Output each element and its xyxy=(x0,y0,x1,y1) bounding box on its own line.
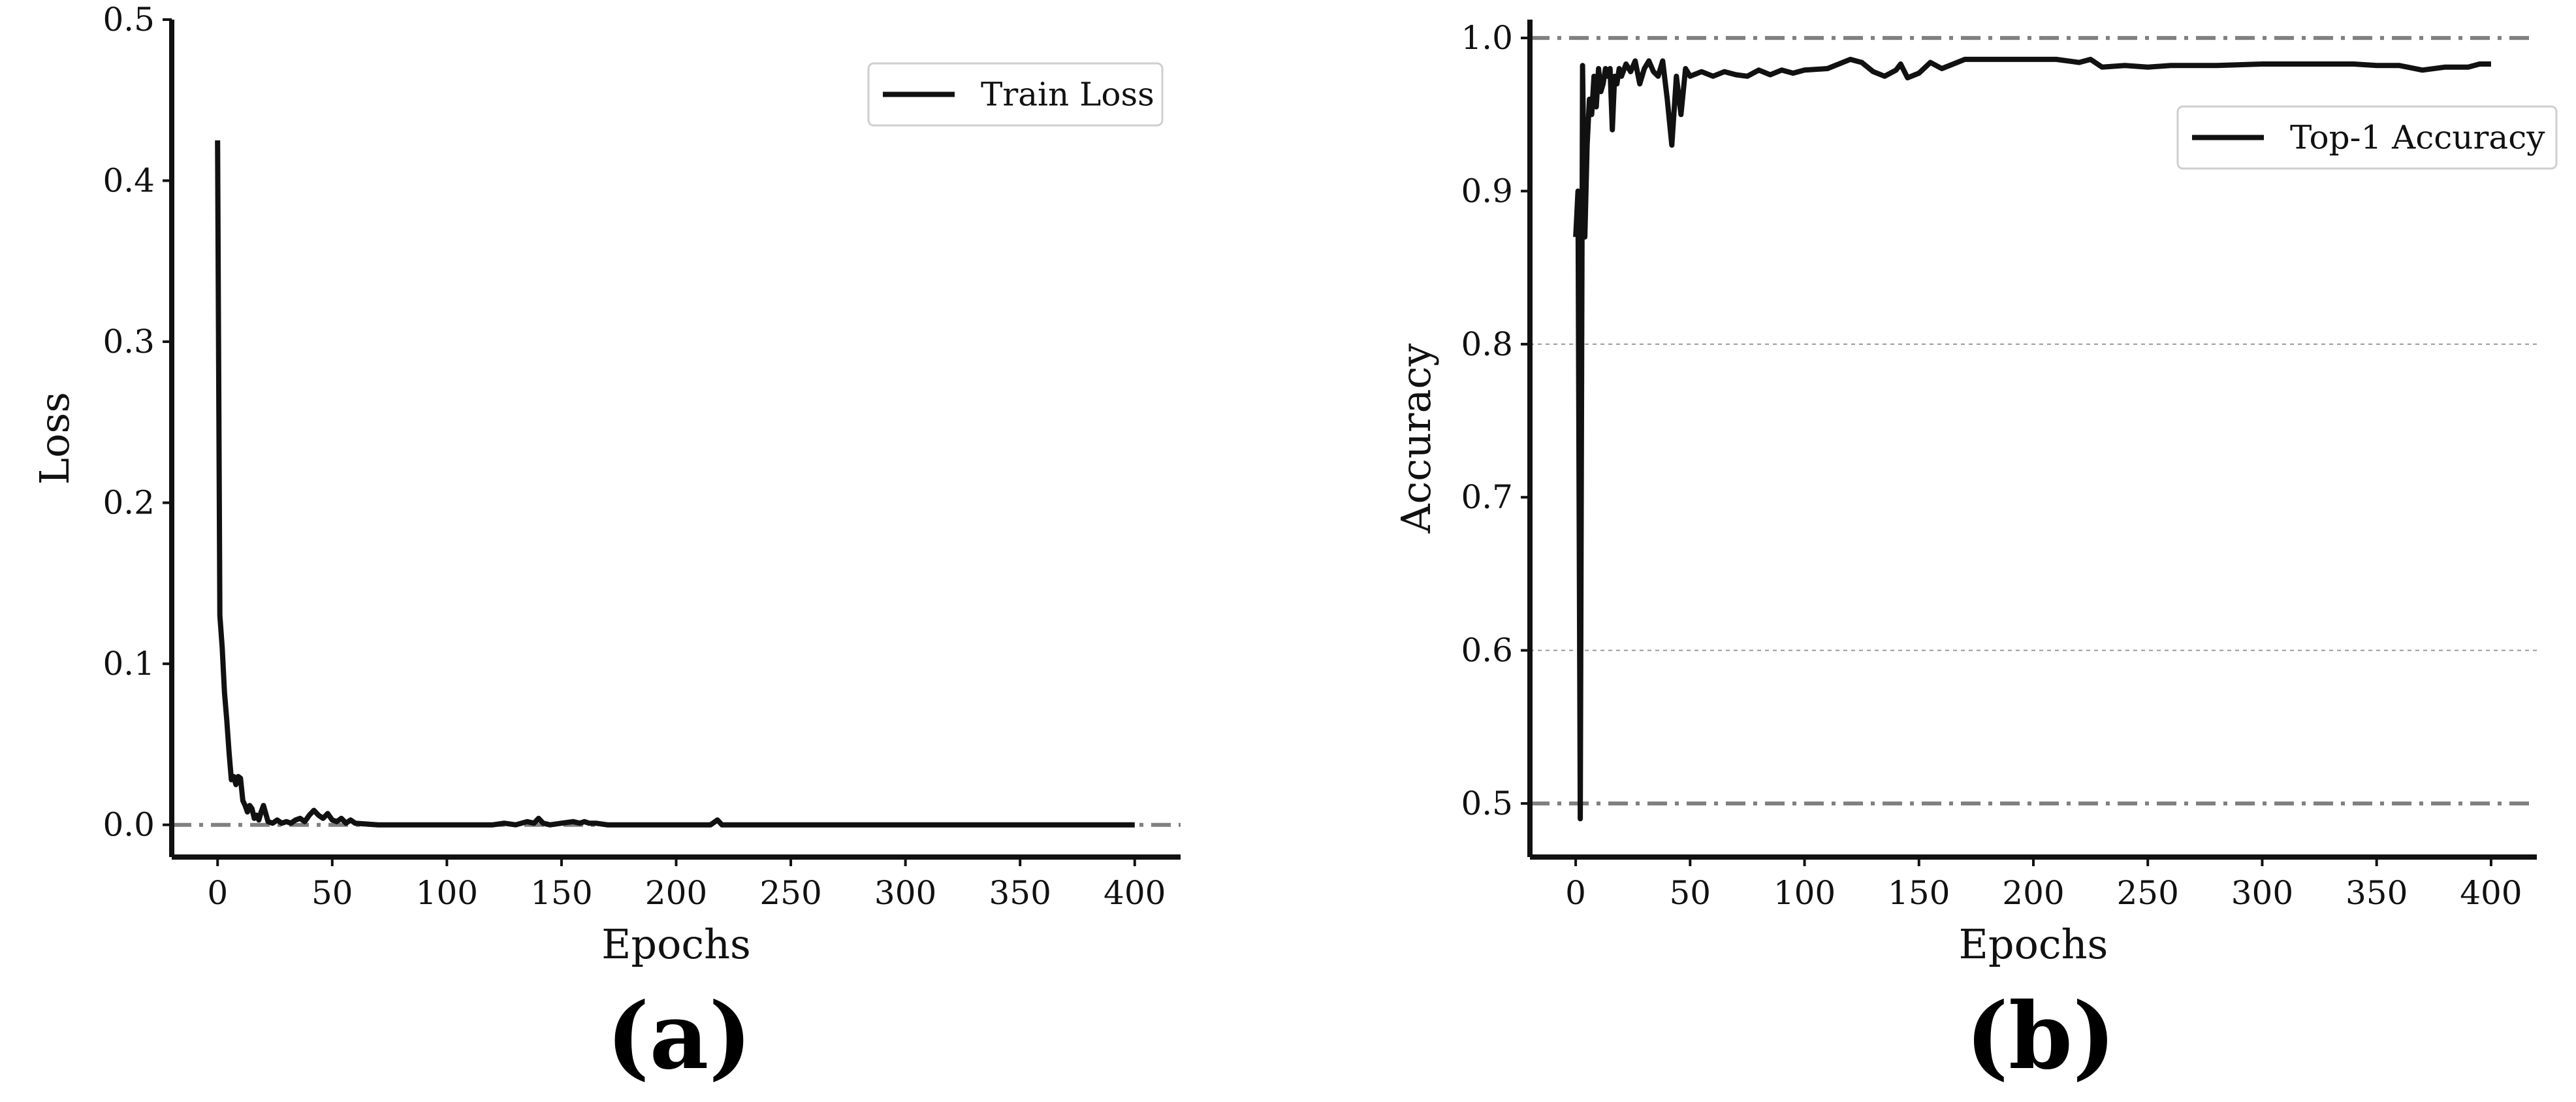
x-tick-label: 150 xyxy=(530,874,592,912)
x-tick-label: 50 xyxy=(1670,874,1711,912)
y-tick-label: 1.0 xyxy=(1461,19,1513,57)
legend: Top-1 Accuracy xyxy=(2176,105,2558,170)
y-tick-label: 0.8 xyxy=(1461,325,1513,363)
x-tick-label: 250 xyxy=(2117,874,2179,912)
x-ticks: 0 50 100 150 200 250 300 350 400 xyxy=(207,857,1166,912)
y-tick-label: 0.3 xyxy=(103,323,155,361)
x-tick-label: 0 xyxy=(1565,874,1586,912)
x-tick-label: 400 xyxy=(1104,874,1166,912)
y-tick-label: 0.9 xyxy=(1461,172,1513,210)
y-axis-label: Accuracy xyxy=(1392,344,1440,534)
y-tick-label: 0.0 xyxy=(103,806,155,844)
x-tick-label: 350 xyxy=(2345,874,2408,912)
x-tick-label: 300 xyxy=(874,874,936,912)
legend-box xyxy=(2176,105,2558,170)
legend-label-top1-accuracy: Top-1 Accuracy xyxy=(2290,119,2545,157)
x-tick-label: 150 xyxy=(1888,874,1950,912)
legend: Train Loss xyxy=(867,62,1164,127)
x-tick-label: 100 xyxy=(416,874,478,912)
plot-lines xyxy=(1573,56,2491,822)
y-axis-label: Loss xyxy=(31,392,78,485)
reference-lines xyxy=(1530,36,2537,805)
plot-lines xyxy=(215,140,1135,828)
y-tick-label: 0.6 xyxy=(1461,632,1513,670)
x-tick-label: 400 xyxy=(2460,874,2522,912)
x-tick-label: 300 xyxy=(2231,874,2293,912)
x-tick-label: 200 xyxy=(2002,874,2064,912)
chart-top1-accuracy: 0 50 100 150 200 250 300 350 400 0.5 0.6 0.7 0.8 0.9… xyxy=(1392,19,2558,1090)
x-tick-label: 250 xyxy=(759,874,821,912)
series-line xyxy=(1573,56,2491,822)
panel-label-b: (b) xyxy=(1965,983,2116,1090)
panel-label-a: (a) xyxy=(606,983,752,1090)
x-tick-label: 350 xyxy=(989,874,1051,912)
x-axis-label: Epochs xyxy=(601,920,751,968)
y-ticks: 0.0 0.1 0.2 0.3 0.4 0.5 xyxy=(103,1,172,844)
y-tick-label: 0.2 xyxy=(103,484,155,522)
y-tick-label: 0.4 xyxy=(103,162,155,200)
x-tick-label: 50 xyxy=(311,874,353,912)
series-line xyxy=(215,140,1135,828)
y-tick-label: 0.7 xyxy=(1461,478,1513,516)
y-tick-label: 0.5 xyxy=(1461,785,1513,822)
x-axis-label: Epochs xyxy=(1959,920,2108,968)
y-tick-label: 0.5 xyxy=(103,1,155,39)
x-tick-label: 100 xyxy=(1773,874,1836,912)
legend-label-train-loss: Train Loss xyxy=(981,76,1154,114)
chart-train-loss: 0 50 100 150 200 250 300 350 400 0.0 0.1 0.2 0.3 0.4… xyxy=(31,1,1181,1090)
x-tick-label: 200 xyxy=(645,874,707,912)
y-tick-label: 0.1 xyxy=(103,645,155,683)
x-tick-label: 0 xyxy=(207,874,228,912)
legend-box xyxy=(867,62,1164,127)
y-ticks: 0.5 0.6 0.7 0.8 0.9 1.0 xyxy=(1461,19,1530,822)
x-ticks: 0 50 100 150 200 250 300 350 400 xyxy=(1565,857,2522,912)
